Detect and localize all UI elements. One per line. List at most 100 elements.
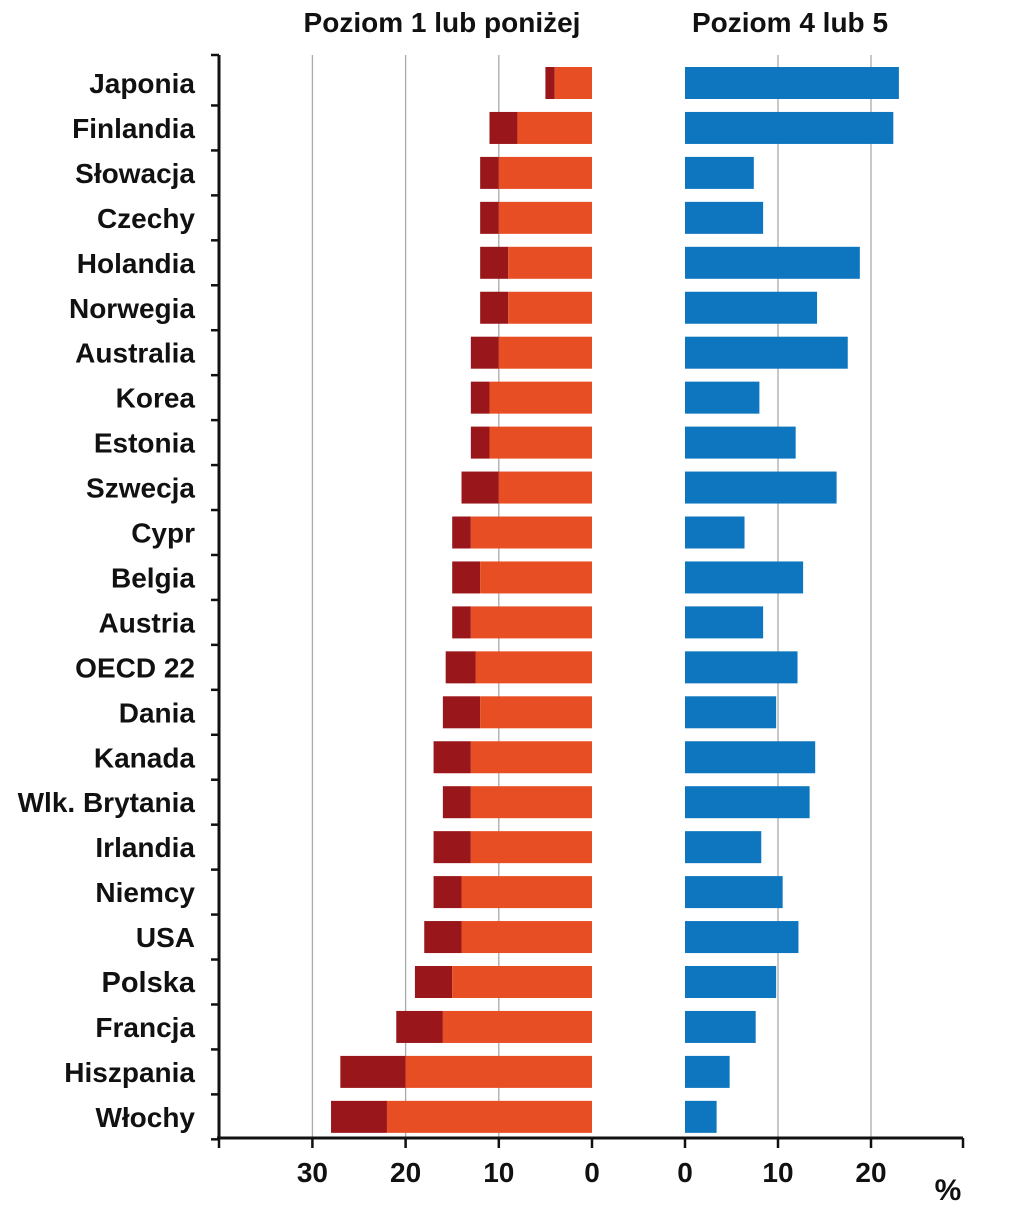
bar-level1-outer <box>470 426 490 459</box>
bar-level1-inner <box>554 67 592 99</box>
bar-level45 <box>685 201 764 234</box>
category-label: Czechy <box>97 203 195 234</box>
category-label: Dania <box>119 697 196 728</box>
tick-right-20-label: 20 <box>855 1157 886 1188</box>
bar-level1-inner <box>470 786 592 819</box>
bar-level1-outer <box>452 606 471 639</box>
bar-level45 <box>685 291 818 324</box>
bar-level45 <box>685 1100 717 1133</box>
category-label: USA <box>136 922 195 953</box>
bar-level45 <box>685 651 798 684</box>
bar-level1-inner <box>405 1055 592 1088</box>
bar-level45 <box>685 336 848 369</box>
bar-level45 <box>685 381 760 414</box>
bar-level45 <box>685 966 777 998</box>
bar-level1-inner <box>489 381 592 414</box>
bar-level1-inner <box>442 1010 592 1043</box>
category-label: Francja <box>95 1012 195 1043</box>
category-label: Estonia <box>94 428 196 459</box>
category-label: Włochy <box>95 1102 195 1133</box>
bar-level1-inner <box>386 1100 592 1133</box>
bar-level45 <box>685 246 860 279</box>
bar-level1-outer <box>442 786 471 819</box>
panel-title-level1: Poziom 1 lub poniżej <box>304 7 581 38</box>
bar-layer <box>331 67 899 1133</box>
bar-level1-outer <box>433 831 471 864</box>
category-label: Kanada <box>94 742 196 773</box>
bar-level1-inner <box>470 516 592 549</box>
bar-level1-inner <box>480 696 592 729</box>
bar-level1-inner <box>470 741 592 774</box>
bar-level1-outer <box>452 561 481 594</box>
tick-right-0-label: 0 <box>677 1157 693 1188</box>
bar-level1-outer <box>480 156 499 189</box>
bar-level1-outer <box>489 111 518 144</box>
bar-level1-inner <box>452 966 592 998</box>
category-label: Norwegia <box>69 293 195 324</box>
bar-level1-inner <box>517 111 592 144</box>
category-label: Szwecja <box>86 473 195 504</box>
bar-level45 <box>685 606 764 639</box>
category-label: Finlandia <box>72 113 195 144</box>
bar-level45 <box>685 561 804 594</box>
bar-level1-inner <box>498 336 592 369</box>
bar-level1-inner <box>508 246 592 279</box>
bar-level45 <box>685 876 783 909</box>
bar-level1-outer <box>470 336 499 369</box>
tick-left-30-label: 30 <box>297 1157 328 1188</box>
bar-level45 <box>685 471 837 504</box>
bar-level1-outer <box>470 381 490 414</box>
axis-layer <box>211 53 965 1148</box>
category-label: Holandia <box>77 248 196 279</box>
bar-level45 <box>685 111 894 144</box>
bar-level45 <box>685 156 754 189</box>
category-label: Wlk. Brytania <box>18 787 196 818</box>
bar-level1-outer <box>331 1100 387 1133</box>
bar-level1-outer <box>461 471 499 504</box>
unit-label: % <box>935 1174 962 1207</box>
category-label: Australia <box>75 338 195 369</box>
bar-level1-inner <box>489 426 592 459</box>
category-label: OECD 22 <box>75 652 195 683</box>
category-label: Korea <box>116 383 196 414</box>
bar-level45 <box>685 1010 756 1043</box>
category-label: Japonia <box>89 68 195 99</box>
tick-left-20-label: 20 <box>390 1157 421 1188</box>
bar-level1-outer <box>442 696 481 729</box>
bar-level1-outer <box>480 201 499 234</box>
bar-level1-outer <box>480 291 509 324</box>
bar-level1-outer <box>445 651 476 684</box>
category-label: Polska <box>102 967 196 999</box>
bar-level45 <box>685 696 777 729</box>
bar-level1-outer <box>396 1010 443 1043</box>
bar-level1-inner <box>475 651 592 684</box>
tick-right-10-label: 10 <box>762 1157 793 1188</box>
bar-level1-outer <box>545 67 555 99</box>
bar-level1-inner <box>498 156 592 189</box>
bar-level45 <box>685 1055 730 1088</box>
bar-level1-outer <box>424 921 462 954</box>
bar-level45 <box>685 921 799 954</box>
bar-level1-outer <box>433 876 462 909</box>
text-layer: Poziom 1 lub poniżej Poziom 4 lub 5 % Ja… <box>18 7 962 1207</box>
category-label: Austria <box>99 607 196 638</box>
category-label: Irlandia <box>95 832 195 863</box>
bar-level1-inner <box>461 921 592 954</box>
bar-level1-outer <box>414 966 453 998</box>
bar-level1-inner <box>461 876 592 909</box>
category-label: Hiszpania <box>64 1057 195 1088</box>
tick-left-0-label: 0 <box>584 1157 600 1188</box>
bar-level1-inner <box>470 606 592 639</box>
bar-level45 <box>685 426 796 459</box>
category-label: Słowacja <box>75 158 195 189</box>
bar-level45 <box>685 831 762 864</box>
bar-level45 <box>685 67 899 99</box>
bar-level45 <box>685 786 810 819</box>
bar-level1-outer <box>480 246 509 279</box>
bar-level45 <box>685 741 816 774</box>
category-label: Niemcy <box>95 877 195 908</box>
bar-level1-inner <box>470 831 592 864</box>
bar-level1-inner <box>498 201 592 234</box>
tick-left-10-label: 10 <box>483 1157 514 1188</box>
bar-level1-inner <box>508 291 592 324</box>
